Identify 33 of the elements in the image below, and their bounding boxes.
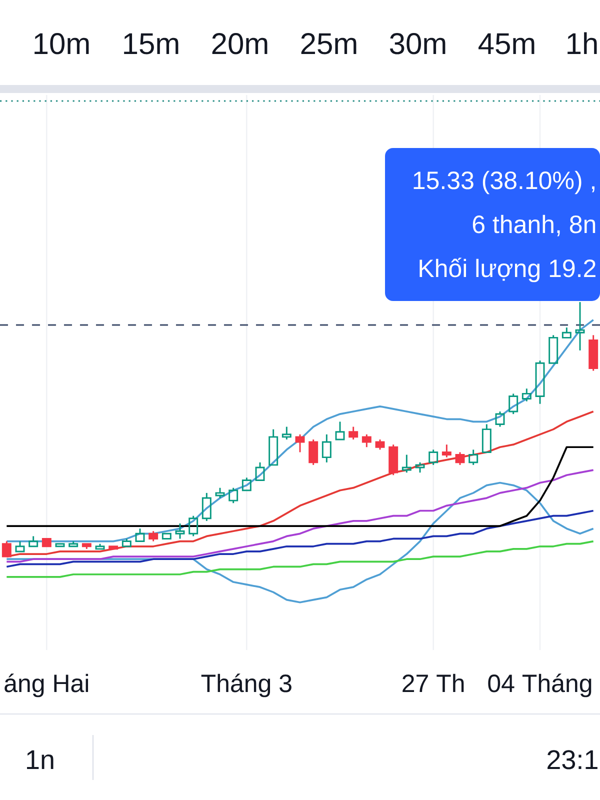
candlestick: [308, 438, 318, 466]
x-tick-label: 27 Th: [402, 674, 464, 692]
text: 1n: [27, 750, 54, 769]
candlestick: [148, 530, 158, 542]
text: 23:1: [548, 750, 598, 770]
candlestick: [295, 434, 305, 453]
x-tick-label: Tháng 3: [201, 674, 292, 698]
candlestick: [322, 434, 332, 464]
x-tick-label: áng Hai: [4, 674, 88, 698]
candlestick: [562, 326, 572, 338]
x-tick-label: 04 Tháng: [488, 674, 592, 698]
candlestick: [375, 438, 385, 450]
candlestick: [348, 426, 358, 440]
candlestick: [575, 301, 585, 352]
text: 6 thanh, 8n: [472, 214, 596, 236]
candlestick: [55, 543, 65, 548]
candlestick: [442, 444, 452, 458]
text: Khối lượng 19.2: [420, 258, 596, 282]
candlestick: [455, 451, 465, 466]
text: 15m: [124, 33, 178, 54]
text: 1h: [568, 32, 597, 54]
candlestick: [2, 540, 12, 558]
text: 20m: [212, 33, 268, 54]
text: 10m: [34, 33, 89, 54]
candlestick: [162, 532, 172, 540]
text: 30m: [390, 33, 446, 54]
candlestick: [362, 434, 372, 448]
candlestick: [482, 423, 492, 453]
candlestick: [335, 420, 345, 440]
text: 45m: [478, 33, 534, 54]
text: 25m: [301, 33, 356, 54]
text: 15.33 (38.10%) ,: [414, 170, 594, 194]
candlestick: [28, 535, 38, 548]
